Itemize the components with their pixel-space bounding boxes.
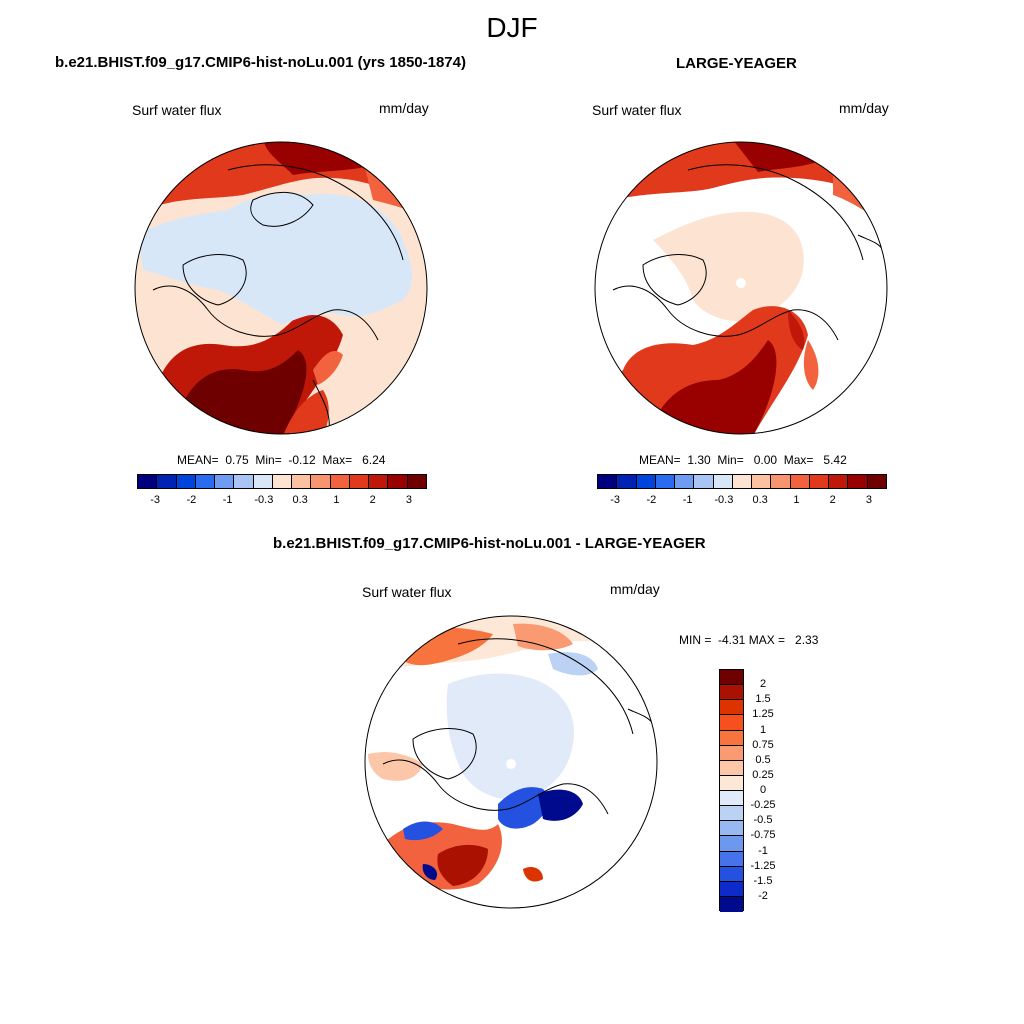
colorbar-swatch <box>675 475 695 488</box>
colorbar-swatch <box>292 475 312 488</box>
colorbar-swatch <box>720 760 743 776</box>
colorbar-tick-label: 1.5 <box>755 693 771 706</box>
colorbar-swatch <box>234 475 254 488</box>
colorbar-swatch <box>720 836 743 852</box>
colorbar-swatch <box>655 475 676 488</box>
colorbar-tick-label: 0.3 <box>752 494 768 506</box>
colorbar-swatch <box>829 475 849 488</box>
colorbar-tick-label: -1.5 <box>753 874 773 887</box>
colorbar-swatch <box>732 475 753 488</box>
colorbar-tick-label: -0.25 <box>750 799 776 812</box>
colorbar-swatch <box>195 475 216 488</box>
panel-diff-units: mm/day <box>610 581 660 597</box>
colorbar-swatch <box>369 475 389 488</box>
colorbar-swatch <box>720 791 743 807</box>
colorbar-swatch <box>720 775 743 791</box>
colorbar-swatch <box>272 475 293 488</box>
colorbar-swatch <box>720 866 743 882</box>
colorbar-tick-label: 2 <box>369 494 376 506</box>
colorbar-tick-label: 0.3 <box>292 494 308 506</box>
panel-ref-stats: MEAN= 1.30 Min= 0.00 Max= 5.42 <box>639 453 847 467</box>
colorbar-tick-label: 3 <box>865 494 872 506</box>
colorbar-swatch <box>867 475 886 488</box>
colorbar-swatch <box>694 475 714 488</box>
colorbar-tick-label: -1 <box>222 494 233 506</box>
colorbar-tick-label: 1 <box>333 494 340 506</box>
colorbar-tick-label: -1 <box>758 844 768 857</box>
colorbar-swatch <box>848 475 868 488</box>
colorbar-tick-label: -0.3 <box>714 494 734 506</box>
colorbar-swatch <box>720 896 743 912</box>
colorbar-tick-label: -1.25 <box>750 859 776 872</box>
colorbar-tick-label: -3 <box>610 494 621 506</box>
colorbar-tick-label: -3 <box>150 494 161 506</box>
colorbar-tick-label: 2 <box>759 678 767 691</box>
colorbar-tick-label: -0.3 <box>254 494 274 506</box>
panel-ref-title: LARGE-YEAGER <box>676 55 797 72</box>
colorbar-tick-label: 3 <box>405 494 412 506</box>
panel-diff-title: b.e21.BHIST.f09_g17.CMIP6-hist-noLu.001 … <box>273 535 706 552</box>
colorbar-swatch <box>720 715 743 731</box>
colorbar-swatch <box>598 475 618 488</box>
panel-case-var-label: Surf water flux <box>132 102 222 118</box>
colorbar-tick-label: -2 <box>758 889 768 902</box>
figure-title: DJF <box>486 12 538 43</box>
colorbar-tick-label: -2 <box>186 494 197 506</box>
colorbar-swatch <box>790 475 810 488</box>
colorbar-tick-label: 0.5 <box>755 753 771 766</box>
colorbar-swatch <box>407 475 426 488</box>
colorbar-tick-label: 1.25 <box>752 708 774 721</box>
map-ref <box>594 141 888 435</box>
colorbar-case <box>137 474 427 489</box>
colorbar-swatch <box>720 670 743 686</box>
colorbar-ref <box>597 474 887 489</box>
colorbar-swatch <box>720 881 743 897</box>
colorbar-swatch <box>720 730 743 746</box>
colorbar-tick-label: 1 <box>793 494 800 506</box>
colorbar-tick-label: -1 <box>682 494 693 506</box>
panel-ref-var-label: Surf water flux <box>592 102 682 118</box>
panel-case-stats: MEAN= 0.75 Min= -0.12 Max= 6.24 <box>177 453 386 467</box>
colorbar-swatch <box>720 685 743 701</box>
colorbar-swatch <box>157 475 177 488</box>
colorbar-diff-ticks: 2 1.5 1.25 1 0.75 0.5 0.25 0 -0.25 -0.5 -0.75 -1 -1.… <box>750 669 793 911</box>
panel-case-units: mm/day <box>379 100 429 116</box>
colorbar-swatch <box>176 475 196 488</box>
colorbar-tick-label: 0.75 <box>752 738 774 751</box>
colorbar-swatch <box>330 475 350 488</box>
colorbar-tick-label: 1 <box>759 723 767 736</box>
colorbar-case-ticks: -3 -2 -1 -0.3 0.3 1 2 3 <box>137 494 427 508</box>
colorbar-swatch <box>720 745 743 761</box>
panel-diff-var-label: Surf water flux <box>362 584 452 600</box>
colorbar-swatch <box>349 475 370 488</box>
colorbar-tick-label: -2 <box>646 494 657 506</box>
colorbar-tick-label: -0.75 <box>750 829 776 842</box>
colorbar-swatch <box>720 806 743 822</box>
colorbar-diff <box>719 669 744 912</box>
colorbar-tick-label: 2 <box>829 494 836 506</box>
colorbar-swatch <box>720 700 743 716</box>
colorbar-swatch <box>311 475 331 488</box>
colorbar-swatch <box>253 475 273 488</box>
colorbar-swatch <box>636 475 656 488</box>
map-case <box>134 141 428 435</box>
panel-case-title: b.e21.BHIST.f09_g17.CMIP6-hist-noLu.001 … <box>55 54 466 71</box>
colorbar-swatch <box>720 851 743 867</box>
panel-ref-units: mm/day <box>839 100 889 116</box>
colorbar-tick-label: -0.5 <box>753 814 773 827</box>
colorbar-swatch <box>809 475 830 488</box>
colorbar-tick-label: 0 <box>759 784 767 796</box>
colorbar-swatch <box>215 475 235 488</box>
colorbar-swatch <box>388 475 408 488</box>
colorbar-swatch <box>771 475 791 488</box>
panel-diff-stats: MIN = -4.31 MAX = 2.33 <box>679 633 819 647</box>
map-diff <box>364 615 658 909</box>
colorbar-ref-ticks: -3 -2 -1 -0.3 0.3 1 2 3 <box>597 494 887 508</box>
colorbar-swatch <box>752 475 772 488</box>
colorbar-tick-label: 0.25 <box>752 768 774 781</box>
colorbar-swatch <box>720 821 743 837</box>
colorbar-swatch <box>713 475 733 488</box>
colorbar-swatch <box>617 475 637 488</box>
colorbar-swatch <box>138 475 158 488</box>
